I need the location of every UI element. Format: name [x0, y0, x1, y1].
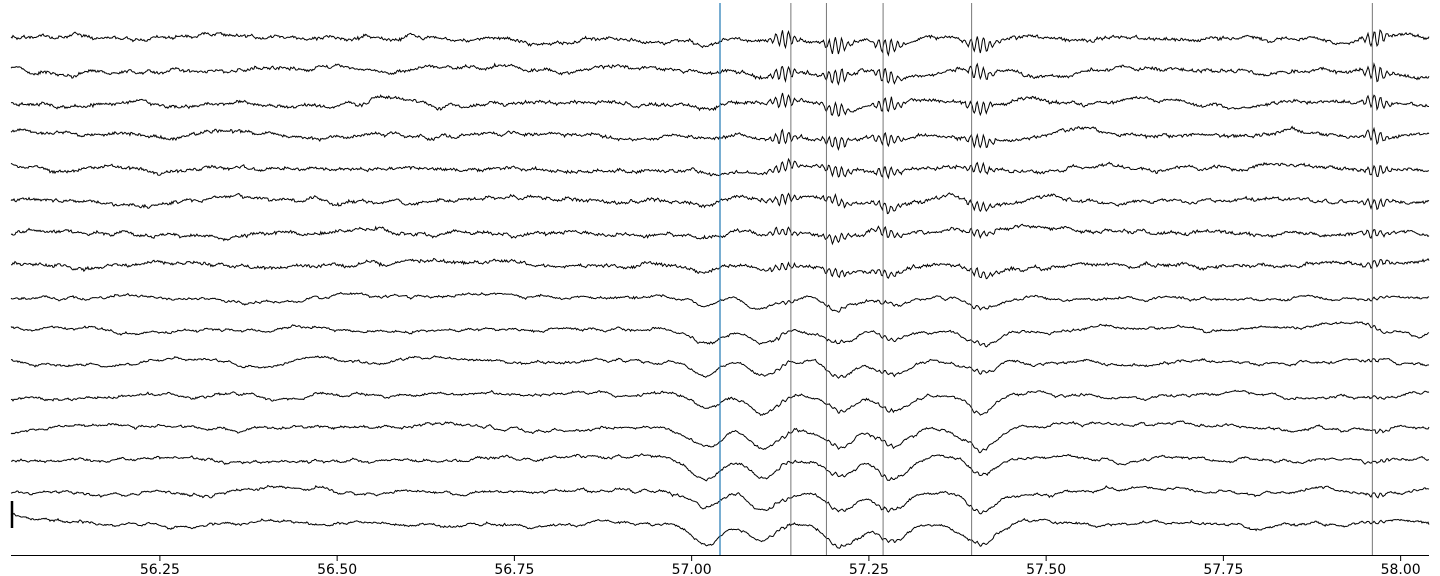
x-tick-label: 57.25 [849, 562, 889, 576]
x-tick-label: 56.75 [494, 562, 534, 576]
x-tick-label: 56.25 [140, 562, 180, 576]
x-tick-label: 56.50 [317, 562, 357, 576]
event-markers [719, 3, 1373, 555]
x-axis-ticks: 56.25 56.50 56.75 57.00 57.25 57.50 57.75 58.00 [140, 555, 1421, 576]
x-tick-label: 57.50 [1026, 562, 1066, 576]
x-tick-label: 57.75 [1203, 562, 1243, 576]
x-tick-label: 57.00 [672, 562, 712, 576]
x-tick-label: 58.00 [1381, 562, 1421, 576]
